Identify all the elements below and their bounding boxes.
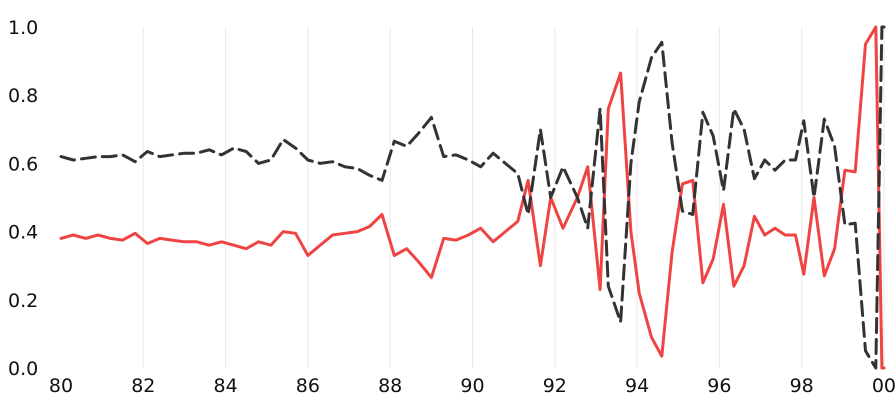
y-axis-tick-labels: 0.0 0.2 0.4 0.6 0.8 1.0 — [8, 17, 38, 380]
y-tick-label: 0.8 — [8, 85, 38, 107]
x-tick-label: 92 — [543, 375, 567, 397]
series-lines — [59, 25, 886, 370]
x-tick-label: 98 — [790, 375, 814, 397]
series-line-solid — [59, 25, 886, 370]
y-tick-label: 0.6 — [8, 153, 38, 175]
y-tick-label: 0.4 — [8, 222, 38, 244]
x-tick-label: 82 — [131, 375, 155, 397]
x-tick-label: 00 — [872, 375, 896, 397]
grid-lines — [142, 27, 885, 368]
y-tick-label: 0.2 — [8, 290, 38, 312]
y-tick-label: 0.0 — [8, 358, 38, 380]
x-tick-label: 96 — [707, 375, 731, 397]
x-tick-label: 86 — [296, 375, 320, 397]
x-tick-label: 80 — [49, 375, 73, 397]
x-tick-label: 88 — [378, 375, 402, 397]
y-tick-label: 1.0 — [8, 17, 38, 39]
x-axis-tick-labels: 80 82 84 86 88 90 92 94 96 98 00 — [49, 375, 896, 397]
series-line-dashed — [59, 25, 886, 370]
x-tick-label: 84 — [214, 375, 238, 397]
x-tick-label: 90 — [460, 375, 484, 397]
x-tick-label: 94 — [625, 375, 649, 397]
